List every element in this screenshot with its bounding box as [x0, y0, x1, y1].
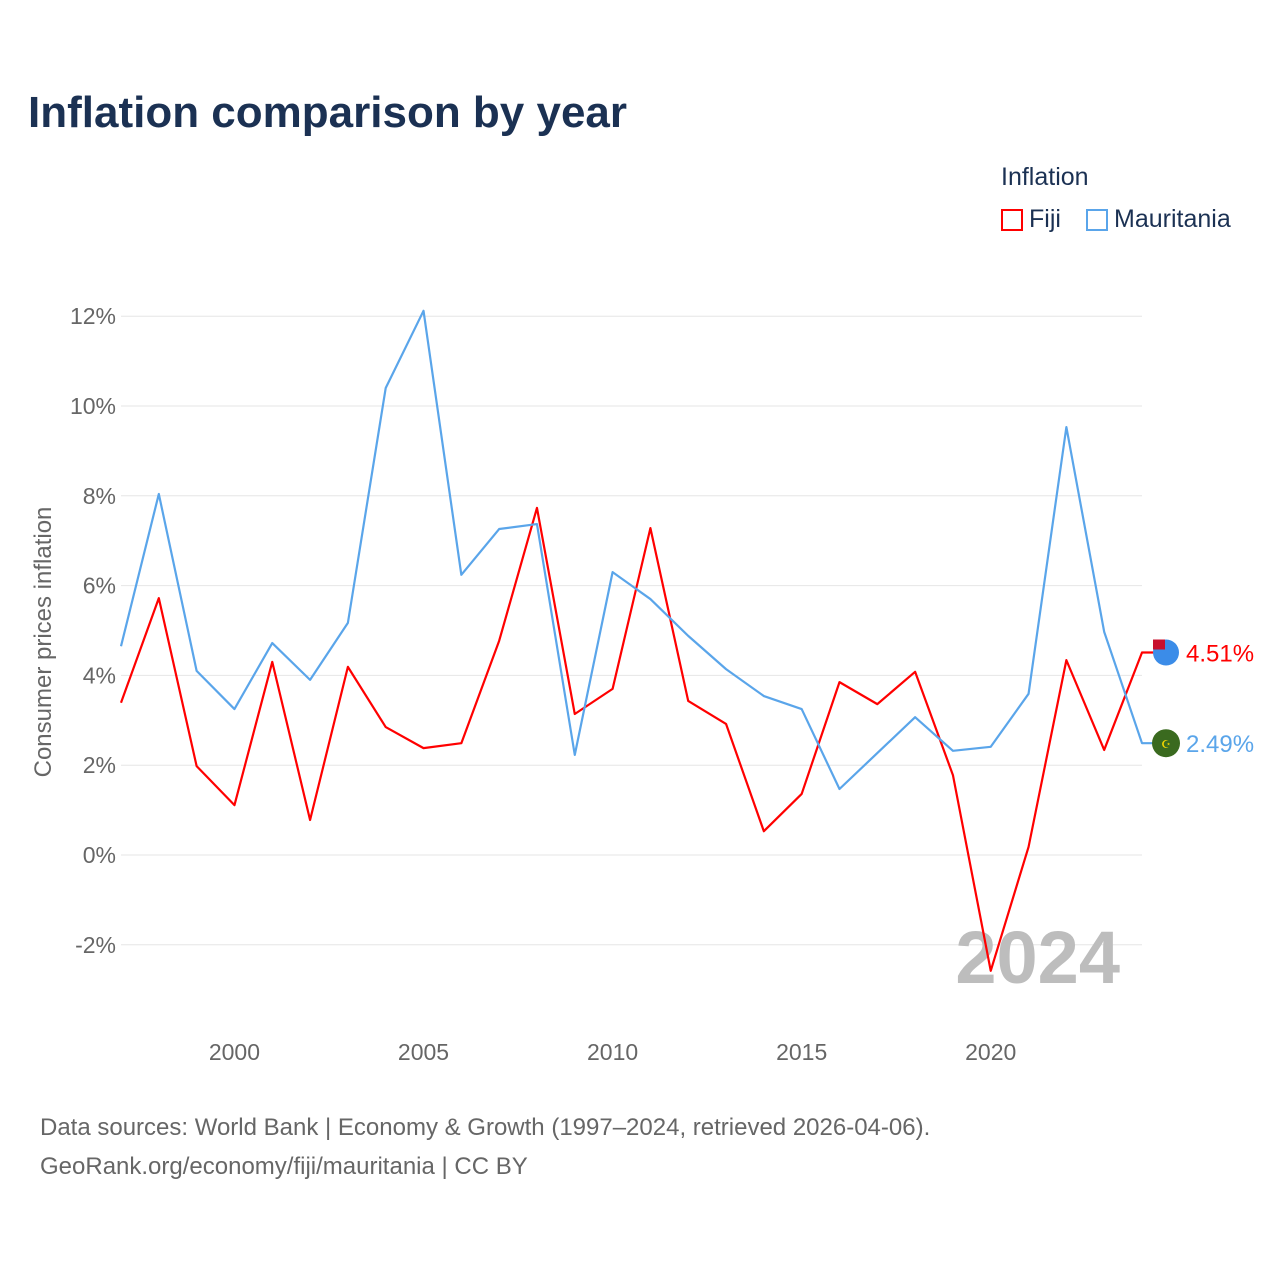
data-point [269, 659, 275, 665]
data-point [458, 572, 464, 578]
data-point [836, 679, 842, 685]
data-point [950, 748, 956, 754]
legend-swatch-fiji [1001, 208, 1023, 231]
data-point [156, 491, 162, 497]
y-tick-label: 2% [83, 752, 116, 778]
data-point [231, 802, 237, 808]
data-point [1026, 691, 1032, 697]
data-point [1063, 657, 1069, 663]
data-point [912, 669, 918, 675]
data-point [421, 745, 427, 751]
y-tick-label: 0% [83, 842, 116, 868]
data-point [874, 750, 880, 756]
fiji-flag-canton [1153, 639, 1165, 650]
series-line-fiji [119, 506, 1156, 972]
legend-item-fiji[interactable]: Fiji [1001, 205, 1061, 234]
data-point [647, 596, 653, 602]
y-tick-label: 12% [70, 303, 116, 329]
data-point [912, 714, 918, 720]
y-tick-label: 8% [83, 483, 116, 509]
legend-label-mauritania: Mauritania [1114, 205, 1231, 233]
data-point [685, 698, 691, 704]
end-label-fiji: 4.51% [1186, 641, 1254, 668]
source-line-2[interactable]: GeoRank.org/economy/fiji/mauritania | CC… [40, 1153, 528, 1180]
data-point [383, 724, 389, 730]
legend-swatch-mauritania [1086, 208, 1108, 231]
x-tick-label: 2015 [776, 1039, 827, 1065]
data-point [1063, 424, 1069, 430]
legend-label-fiji: Fiji [1029, 205, 1061, 233]
data-point [610, 569, 616, 575]
x-tick-label: 2005 [398, 1039, 449, 1065]
chart-title: Inflation comparison by year [28, 88, 628, 137]
y-tick-label: 4% [83, 662, 116, 688]
source-line-1: Data sources: World Bank | Economy & Gro… [40, 1114, 931, 1141]
data-point [572, 711, 578, 717]
data-point [421, 308, 427, 314]
data-point [231, 706, 237, 712]
data-point [345, 664, 351, 670]
source-note: Data sources: World Bank | Economy & Gro… [40, 1108, 930, 1186]
data-point [383, 385, 389, 391]
data-point [836, 786, 842, 792]
series-line-mauritania [119, 309, 1156, 791]
data-point [723, 721, 729, 727]
data-point [572, 752, 578, 758]
data-point [194, 668, 200, 674]
end-label-mauritania: 2.49% [1186, 731, 1254, 758]
y-axis-label: Consumer prices inflation [30, 507, 57, 778]
y-tick-label: 10% [70, 393, 116, 419]
data-point [1139, 740, 1145, 746]
mauritania-flag-emblem: ☪ [1161, 739, 1171, 751]
data-point [1026, 844, 1032, 850]
data-point [118, 700, 124, 706]
data-point [118, 643, 124, 649]
data-point [988, 968, 994, 974]
x-tick-label: 2020 [965, 1039, 1016, 1065]
data-point [1101, 747, 1107, 753]
data-point [534, 505, 540, 511]
data-point [307, 817, 313, 823]
data-point [307, 677, 313, 683]
data-point [950, 772, 956, 778]
data-point [1101, 629, 1107, 635]
data-point [761, 828, 767, 834]
data-point [194, 763, 200, 769]
x-tick-label: 2000 [209, 1039, 260, 1065]
data-point [156, 595, 162, 601]
y-tick-label: -2% [75, 932, 116, 958]
data-point [496, 638, 502, 644]
data-point [874, 701, 880, 707]
data-point [685, 633, 691, 639]
year-watermark: 2024 [955, 916, 1120, 999]
y-tick-label: 6% [83, 573, 116, 599]
data-point [799, 706, 805, 712]
data-point [799, 791, 805, 797]
data-point [269, 640, 275, 646]
data-point [610, 686, 616, 692]
data-point [647, 525, 653, 531]
data-point [458, 740, 464, 746]
data-point [496, 526, 502, 532]
data-point [345, 620, 351, 626]
data-point [1139, 650, 1145, 656]
legend-item-mauritania[interactable]: Mauritania [1086, 205, 1231, 234]
legend-title: Inflation [1001, 163, 1089, 191]
mauritania-flag-icon [1152, 729, 1180, 758]
x-tick-label: 2010 [587, 1039, 638, 1065]
data-point [761, 693, 767, 699]
data-point [988, 744, 994, 750]
data-point [723, 666, 729, 672]
data-point [534, 521, 540, 527]
